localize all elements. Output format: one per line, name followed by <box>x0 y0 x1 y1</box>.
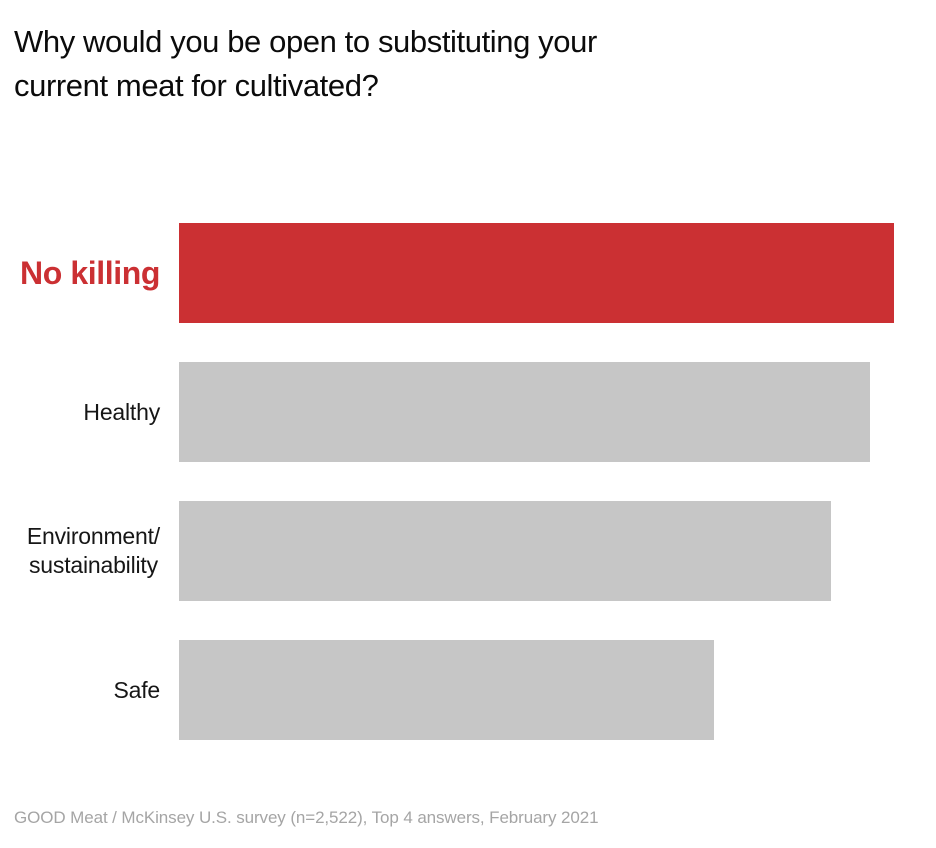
category-label-cell: No killing <box>0 223 179 323</box>
bar <box>179 362 870 462</box>
chart-row: No killing <box>0 223 936 323</box>
source-note: GOOD Meat / McKinsey U.S. survey (n=2,52… <box>14 808 599 827</box>
category-label: No killing <box>19 254 160 291</box>
category-label: Safe <box>113 676 160 703</box>
chart-row: Environment/ sustainability <box>0 501 936 601</box>
bar <box>179 501 832 601</box>
bar-track <box>179 362 894 462</box>
category-label-cell: Healthy <box>0 362 179 462</box>
bar <box>179 640 714 740</box>
chart-title: Why would you be open to substituting yo… <box>14 24 597 103</box>
category-label-cell: Environment/ sustainability <box>0 501 179 601</box>
bar-chart: No killing Healthy Environment/ sustaina… <box>0 223 936 779</box>
category-label: Environment/ sustainability <box>26 523 160 578</box>
bar-track <box>179 640 894 740</box>
chart-row: Safe <box>0 640 936 740</box>
category-label: Healthy <box>83 398 160 425</box>
bar <box>179 223 894 323</box>
category-label-cell: Safe <box>0 640 179 740</box>
bar-track <box>179 501 894 601</box>
chart-row: Healthy <box>0 362 936 462</box>
bar-track <box>179 223 894 323</box>
